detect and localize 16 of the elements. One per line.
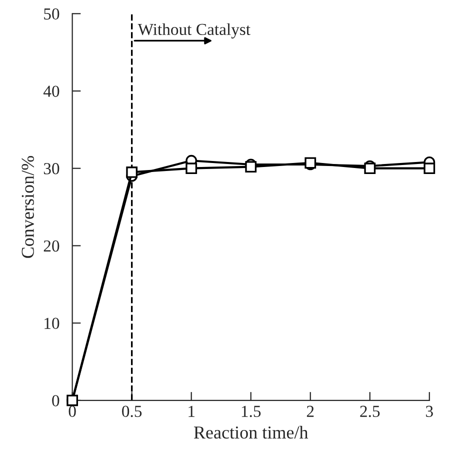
y-tick-label: 20	[44, 240, 60, 252]
y-tick-label: 50	[44, 8, 60, 20]
x-tick-label: 0.5	[122, 406, 142, 418]
x-tick-label: 0	[68, 406, 76, 417]
y-tick-label: 40	[43, 86, 60, 97]
x-tick-label: 1.5	[242, 406, 261, 418]
y-axis-title: Conversion/%	[22, 156, 34, 258]
y-tick-label: 10	[44, 318, 60, 329]
x-axis-title: Reaction time/h	[194, 426, 308, 439]
x-tick-label: 2.5	[360, 406, 380, 418]
x-tick-label: 3	[426, 406, 433, 417]
x-tick-label: 2	[306, 406, 314, 417]
y-tick-label: 30	[44, 163, 60, 174]
x-tick-label: 1	[188, 406, 195, 417]
y-tick-label: 0	[52, 395, 60, 406]
ref-line-label: Without Catalyst	[138, 23, 250, 38]
